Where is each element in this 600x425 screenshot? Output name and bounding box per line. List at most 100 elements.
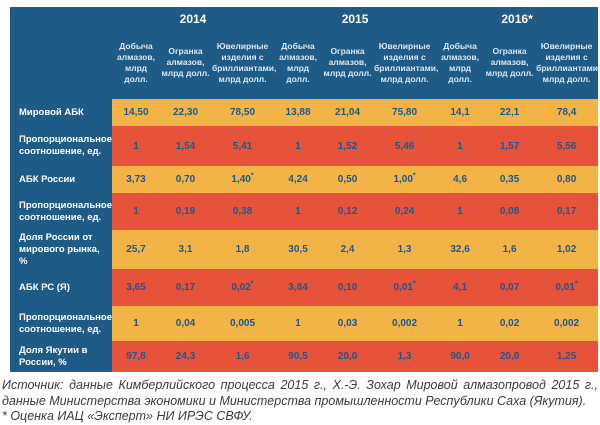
table-cell: 0,002 — [535, 306, 599, 341]
column-header: Добыча алмазов, млрд долл. — [436, 31, 485, 99]
diamond-industry-table: 2014 2015 2016* Добыча алмазов, млрд дол… — [10, 7, 600, 372]
table-cell: 1,3 — [373, 341, 437, 372]
table-cell: 4,1 — [436, 269, 485, 306]
table-cell: 0,17 — [160, 269, 211, 306]
table-cell: 1 — [436, 306, 485, 341]
table-cell: 1 — [112, 193, 160, 230]
row-label: Доля России от мирового рынка, % — [10, 230, 112, 269]
footnote: Источник: данные Кимберлийского процесса… — [2, 378, 598, 425]
table-cell: 5,41 — [211, 126, 275, 166]
table-cell: 1 — [112, 126, 160, 166]
table-cell: 25,7 — [112, 230, 160, 269]
table-cell: 0,04 — [160, 306, 211, 341]
column-header: Ювелирные изделия с бриллиантами, млрд д… — [373, 31, 438, 99]
row-label: Пропорциональное соотношение, ед. — [10, 193, 112, 230]
table-cell: 22,1 — [484, 99, 536, 126]
table-cell: 0,80 — [535, 166, 599, 193]
column-header: Добыча алмазов, млрд долл. — [274, 31, 323, 99]
table-cell: 2,4 — [322, 230, 374, 269]
table-cell: 78,4 — [535, 99, 599, 126]
table-cell: 1,6 — [484, 230, 536, 269]
table-cell: 30,5 — [274, 230, 323, 269]
table-cell: 0,19 — [160, 193, 211, 230]
table-cell: 3,1 — [160, 230, 211, 269]
column-header: Огранка алмазов, млрд долл. — [322, 31, 374, 99]
table-cell: 0,01* — [373, 269, 437, 306]
table-cell: 0,02* — [211, 269, 275, 306]
table-cell: 0,08 — [484, 193, 536, 230]
table-cell: 0,005 — [211, 306, 275, 341]
table-cell: 1 — [274, 306, 323, 341]
page: 2014 2015 2016* Добыча алмазов, млрд дол… — [0, 7, 600, 425]
table-row: Пропорциональное соотношение, ед. 1 1,54 5,… — [10, 126, 599, 166]
year-header-2015: 2015 — [274, 7, 437, 31]
table-cell: 0,12 — [322, 193, 374, 230]
table-cell: 0,002 — [373, 306, 437, 341]
year-header-2016: 2016* — [436, 7, 599, 31]
column-header: Ювелирные изделия с бриллиантами, млрд д… — [535, 31, 600, 99]
table-row: Доля России от мирового рынка, % 25,7 3,1 1… — [10, 230, 599, 269]
table-row: АБК РС (Я) 3,65 0,17 0,02* 3,84 0,10 0,01* 4,1 0… — [10, 269, 599, 306]
table-cell: 0,24 — [373, 193, 437, 230]
table-header: 2014 2015 2016* Добыча алмазов, млрд дол… — [10, 7, 600, 99]
row-label: Пропорциональное соотношение, ед. — [10, 126, 112, 166]
table-cell: 3,65 — [112, 269, 160, 306]
table-cell: 1 — [436, 126, 485, 166]
table-cell: 0,35 — [484, 166, 536, 193]
table-cell: 0,03 — [322, 306, 374, 341]
table-cell: 20,0 — [322, 341, 374, 372]
corner-cell — [10, 7, 112, 99]
table-cell: 1,00* — [373, 166, 437, 193]
table-cell: 13,88 — [274, 99, 323, 126]
table-cell: 1,02 — [535, 230, 599, 269]
table-cell: 1,52 — [322, 126, 374, 166]
column-header: Ювелирные изделия с бриллиантами, млрд д… — [211, 31, 276, 99]
table-cell: 5,46 — [373, 126, 437, 166]
years-row: 2014 2015 2016* — [10, 7, 599, 99]
table-cell: 1,6 — [211, 341, 275, 372]
table-cell: 1 — [274, 193, 323, 230]
table-cell: 90,0 — [436, 341, 485, 372]
table-cell: 1 — [436, 193, 485, 230]
table-cell: 0,01* — [535, 269, 599, 306]
table-cell: 97,8 — [112, 341, 160, 372]
table-cell: 1,40* — [211, 166, 275, 193]
table-cell: 32,6 — [436, 230, 485, 269]
table-cell: 24,3 — [160, 341, 211, 372]
table-cell: 3,73 — [112, 166, 160, 193]
column-header: Огранка алмазов, млрд долл. — [484, 31, 536, 99]
table-cell: 90,5 — [274, 341, 323, 372]
column-header: Добыча алмазов, млрд долл. — [112, 31, 160, 99]
table-cell: 14,50 — [112, 99, 160, 126]
table-body: Мировой АБК 14,50 22,30 78,50 13,88 21,04 75,8… — [10, 99, 599, 372]
row-label: Пропорциональное соотношение, ед. — [10, 306, 112, 341]
table-cell: 0,07 — [484, 269, 536, 306]
table-row: АБК России 3,73 0,70 1,40* 4,24 0,50 1,00* 4,6 0… — [10, 166, 599, 193]
table-cell: 1,54 — [160, 126, 211, 166]
table-cell: 5,56 — [535, 126, 599, 166]
column-header: Огранка алмазов, млрд долл. — [160, 31, 211, 99]
table-cell: 21,04 — [322, 99, 374, 126]
table-cell: 20,0 — [484, 341, 536, 372]
year-header-2014: 2014 — [112, 7, 275, 31]
table-cell: 1,3 — [373, 230, 437, 269]
table-row: Пропорциональное соотношение, ед. 1 0,04 0,… — [10, 306, 599, 341]
row-label: Мировой АБК — [10, 99, 112, 126]
table-cell: 3,84 — [274, 269, 323, 306]
table-cell: 4,24 — [274, 166, 323, 193]
row-label: Доля Якутии в России, % — [10, 341, 112, 372]
table-cell: 14,1 — [436, 99, 485, 126]
table-cell: 0,70 — [160, 166, 211, 193]
row-label: АБК России — [10, 166, 112, 193]
table-cell: 1 — [274, 126, 323, 166]
table-cell: 4,6 — [436, 166, 485, 193]
source-text: Источник: данные Кимберлийского процесса… — [2, 378, 598, 408]
table-cell: 0,50 — [322, 166, 374, 193]
table-cell: 1,8 — [211, 230, 275, 269]
table-cell: 1,25 — [535, 341, 599, 372]
table-cell: 75,80 — [373, 99, 437, 126]
table-row: Пропорциональное соотношение, ед. 1 0,19 0,… — [10, 193, 599, 230]
column-headers-row: Добыча алмазов, млрд долл. Огранка алмаз… — [10, 31, 600, 99]
row-label: АБК РС (Я) — [10, 269, 112, 306]
table-cell: 78,50 — [211, 99, 275, 126]
